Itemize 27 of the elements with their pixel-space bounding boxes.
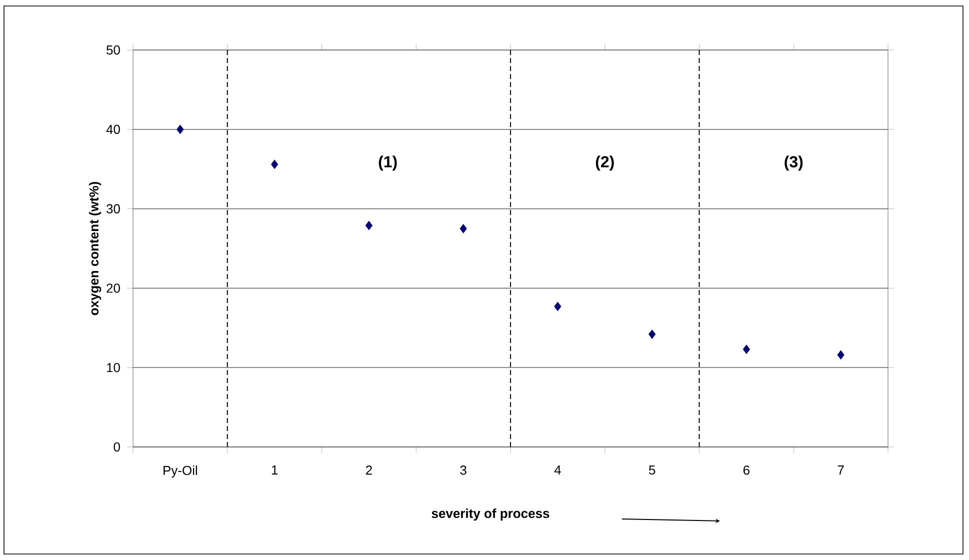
x-tick-label: Py-Oil	[164, 466, 198, 478]
point	[365, 220, 373, 230]
point	[176, 124, 184, 134]
annotation: (2)	[596, 156, 614, 171]
x-axis-title: severity of process	[432, 508, 550, 521]
point	[460, 224, 467, 234]
y-tick-label: 20	[106, 284, 120, 293]
y-tick-label: 40	[106, 124, 120, 134]
y-tick-label: 0	[114, 442, 120, 452]
annotation: (1)	[378, 156, 397, 171]
x-tick-label: 1	[272, 466, 278, 474]
x-tick-label: 5	[648, 466, 656, 475]
y-axis-title: oxygen content (wt%)	[88, 182, 102, 316]
point	[837, 350, 844, 360]
x-tick-label: 3	[460, 466, 466, 475]
point	[742, 344, 750, 354]
point	[270, 160, 278, 170]
x-tick-label: 2	[366, 466, 372, 475]
x-tick-label: 7	[838, 466, 844, 474]
x-tick-label: 6	[743, 466, 750, 475]
point	[554, 302, 562, 312]
y-tick-label: 10	[107, 362, 120, 372]
y-tick-label: 30	[106, 204, 120, 214]
x-tick-label: 4	[554, 466, 561, 474]
annotation: (3)	[784, 156, 803, 171]
point	[648, 330, 656, 339]
y-tick-label: 50	[106, 45, 120, 55]
